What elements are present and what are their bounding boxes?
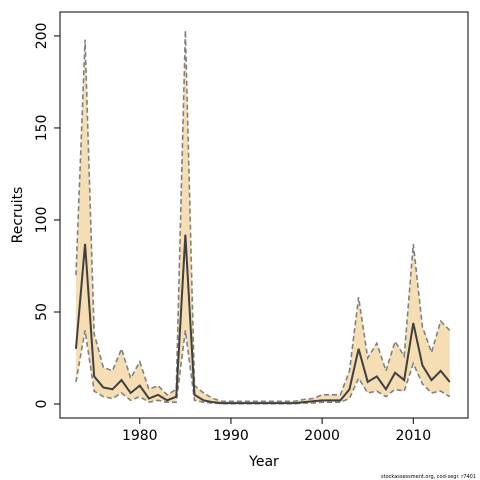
lower-bound xyxy=(75,330,451,405)
y-tick-label: 200 xyxy=(34,23,50,50)
y-axis-label: Recruits xyxy=(10,187,26,244)
x-tick-label: 1980 xyxy=(122,428,158,444)
plot-frame xyxy=(59,11,469,419)
upper-bound xyxy=(75,30,451,403)
y-tick-label: 100 xyxy=(34,207,50,234)
y-tick-label: 50 xyxy=(34,303,50,321)
line xyxy=(74,234,451,405)
x-tick-label: 1990 xyxy=(213,428,249,444)
x-tick-label: 2010 xyxy=(395,428,431,444)
y-tick-label: 0 xyxy=(34,400,50,409)
x-tick-label: 2000 xyxy=(304,428,340,444)
footnote: stockassessment.org, cod-segr. r7401 xyxy=(381,474,476,480)
x-axis-label: Year xyxy=(248,454,279,470)
y-tick-label: 150 xyxy=(34,115,50,142)
